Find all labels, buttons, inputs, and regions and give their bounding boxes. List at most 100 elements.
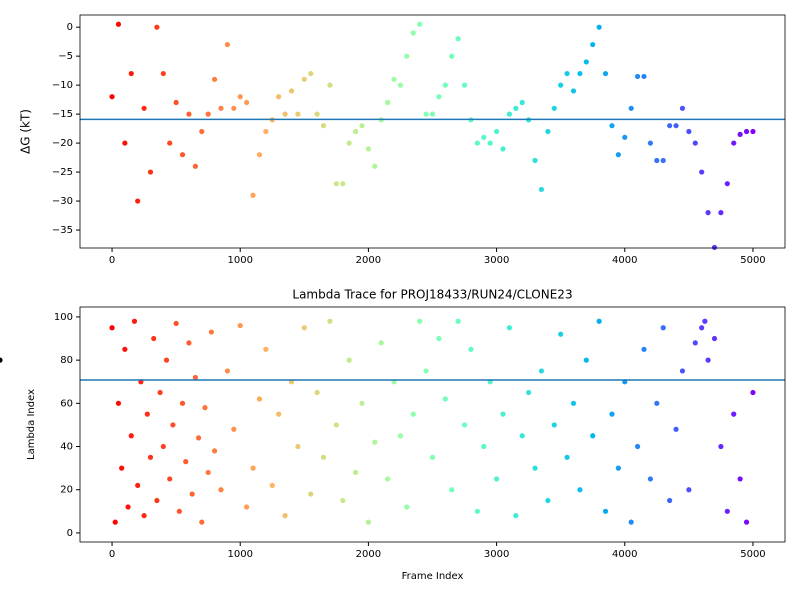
- point: [449, 487, 455, 493]
- point: [385, 99, 391, 106]
- point: [211, 448, 218, 454]
- point: [634, 73, 641, 80]
- point: [256, 152, 263, 158]
- point: [506, 111, 513, 117]
- point: [692, 140, 698, 146]
- point: [583, 357, 589, 363]
- point: [474, 508, 480, 514]
- point: [333, 422, 339, 428]
- point: [205, 469, 211, 476]
- point: [468, 346, 474, 352]
- point: [154, 24, 160, 30]
- point: [173, 99, 179, 106]
- point: [109, 325, 115, 331]
- point: [711, 335, 718, 342]
- point: [538, 186, 545, 193]
- point: [186, 340, 192, 346]
- point: [609, 123, 615, 129]
- point: [263, 128, 269, 135]
- point: [647, 476, 654, 482]
- x-tick-label: 2000: [356, 255, 381, 266]
- point: [135, 482, 141, 489]
- point: [692, 340, 698, 346]
- point: [115, 21, 122, 27]
- point: [577, 70, 583, 77]
- point: [346, 140, 352, 146]
- point: [122, 346, 128, 352]
- point: [202, 405, 208, 411]
- point: [244, 99, 250, 106]
- point: [391, 76, 397, 82]
- point: [125, 504, 131, 510]
- point: [679, 368, 686, 374]
- point: [570, 400, 577, 406]
- point: [532, 157, 538, 164]
- point: [558, 331, 564, 337]
- point: [397, 433, 404, 439]
- point: [628, 519, 634, 525]
- point: [327, 318, 333, 324]
- point: [163, 357, 170, 363]
- point: [0, 357, 3, 363]
- point: [686, 487, 692, 493]
- point: [711, 244, 718, 251]
- point: [170, 422, 176, 428]
- point: [199, 519, 205, 525]
- point: [404, 53, 410, 59]
- point: [250, 465, 256, 471]
- point: [237, 322, 243, 329]
- point: [545, 497, 551, 504]
- point: [109, 94, 115, 100]
- point: [660, 157, 666, 164]
- point: [167, 140, 173, 146]
- point: [282, 111, 288, 117]
- point: [186, 111, 192, 117]
- point: [545, 128, 551, 135]
- point: [157, 389, 163, 396]
- point: [365, 519, 372, 525]
- point: [564, 70, 570, 77]
- point: [359, 123, 365, 129]
- point: [570, 88, 577, 94]
- x-tick-label: 1000: [228, 255, 253, 266]
- point: [615, 152, 621, 158]
- point: [231, 105, 237, 111]
- x-tick-label: 4000: [612, 549, 637, 560]
- point: [667, 497, 673, 504]
- point: [224, 41, 231, 48]
- point: [276, 411, 282, 417]
- point: [308, 70, 314, 77]
- point: [461, 82, 468, 88]
- point: [743, 519, 750, 525]
- point: [128, 70, 134, 77]
- point: [320, 454, 327, 460]
- point: [724, 181, 730, 187]
- point: [436, 335, 442, 342]
- point: [641, 73, 647, 80]
- point: [526, 389, 532, 396]
- x-tick-label: 3000: [484, 549, 509, 560]
- point: [135, 198, 141, 204]
- y-tick-label: 0: [67, 528, 73, 539]
- y-tick-label: −5: [58, 51, 73, 62]
- point: [314, 389, 320, 396]
- point: [660, 325, 666, 331]
- point: [231, 426, 237, 432]
- point: [417, 318, 423, 324]
- point: [667, 123, 673, 129]
- y-axis-label: Lambda Index: [26, 389, 37, 460]
- point: [513, 513, 519, 519]
- x-tick-label: 0: [109, 255, 115, 266]
- point: [519, 99, 525, 106]
- point: [333, 181, 339, 187]
- point: [372, 439, 378, 445]
- point: [346, 357, 352, 363]
- point: [147, 454, 154, 460]
- point: [429, 454, 436, 460]
- point: [699, 169, 705, 175]
- point: [500, 146, 506, 152]
- point: [724, 508, 730, 514]
- point: [160, 443, 166, 450]
- point: [737, 131, 743, 137]
